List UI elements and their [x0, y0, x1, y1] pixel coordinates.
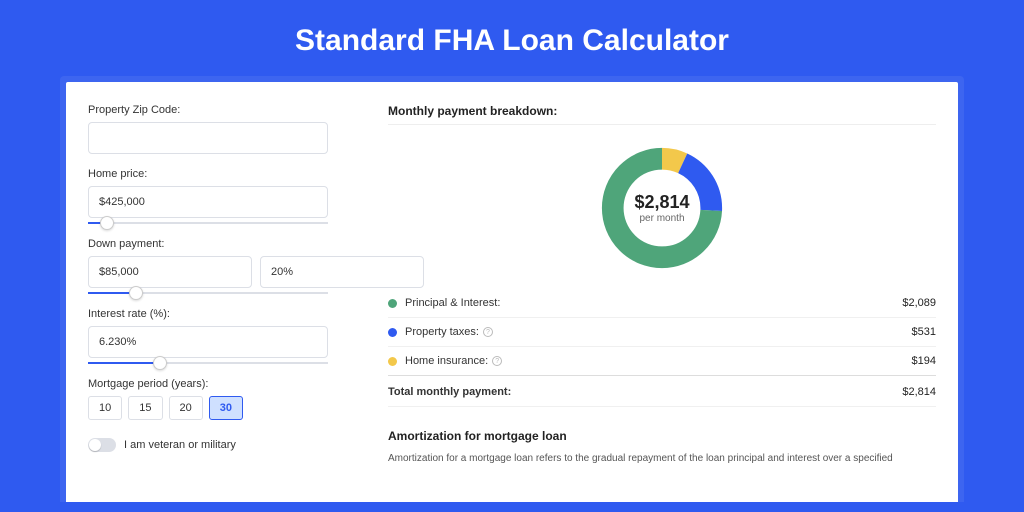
breakdown-panel: Monthly payment breakdown: $2,814 per mo… [366, 82, 958, 502]
breakdown-value: $194 [912, 355, 936, 367]
veteran-toggle-row: I am veteran or military [88, 438, 366, 452]
page-title: Standard FHA Loan Calculator [0, 0, 1024, 76]
down-payment-label: Down payment: [88, 238, 366, 250]
info-icon[interactable]: ? [492, 356, 502, 366]
interest-rate-slider[interactable] [88, 362, 328, 364]
donut-amount: $2,814 [634, 192, 689, 213]
zip-input[interactable] [88, 122, 328, 154]
mortgage-period-options: 1015 2030 [88, 396, 366, 420]
breakdown-title: Monthly payment breakdown: [388, 104, 936, 125]
breakdown-row-2: Home insurance:?$194 [388, 347, 936, 375]
interest-rate-group: Interest rate (%): [88, 308, 366, 364]
period-btn-20[interactable]: 20 [169, 396, 203, 420]
interest-rate-slider-fill [88, 362, 160, 364]
donut-wrap: $2,814 per month [388, 133, 936, 289]
period-btn-15[interactable]: 15 [128, 396, 162, 420]
period-btn-30[interactable]: 30 [209, 396, 243, 420]
total-row: Total monthly payment: $2,814 [388, 375, 936, 407]
home-price-input[interactable] [88, 186, 328, 218]
down-payment-amount-input[interactable] [88, 256, 252, 288]
home-price-label: Home price: [88, 168, 366, 180]
breakdown-label: Property taxes:? [405, 326, 912, 338]
donut-sub: per month [639, 213, 684, 224]
veteran-toggle-knob [89, 439, 101, 451]
mortgage-period-label: Mortgage period (years): [88, 378, 366, 390]
home-price-slider-thumb[interactable] [100, 216, 114, 230]
down-payment-slider[interactable] [88, 292, 328, 294]
total-value: $2,814 [902, 386, 936, 398]
amortization-text: Amortization for a mortgage loan refers … [388, 451, 936, 466]
donut-center: $2,814 per month [597, 143, 727, 273]
breakdown-row-1: Property taxes:?$531 [388, 318, 936, 347]
zip-label: Property Zip Code: [88, 104, 366, 116]
veteran-label: I am veteran or military [124, 439, 236, 451]
form-panel: Property Zip Code: Home price: Down paym… [66, 82, 366, 502]
period-btn-10[interactable]: 10 [88, 396, 122, 420]
down-payment-group: Down payment: [88, 238, 366, 294]
interest-rate-label: Interest rate (%): [88, 308, 366, 320]
interest-rate-slider-thumb[interactable] [153, 356, 167, 370]
mortgage-period-group: Mortgage period (years): 1015 2030 [88, 378, 366, 420]
info-icon[interactable]: ? [483, 327, 493, 337]
zip-field-group: Property Zip Code: [88, 104, 366, 154]
legend-dot [388, 299, 397, 308]
breakdown-value: $531 [912, 326, 936, 338]
legend-dot [388, 328, 397, 337]
breakdown-value: $2,089 [902, 297, 936, 309]
home-price-group: Home price: [88, 168, 366, 224]
legend-dot [388, 357, 397, 366]
calculator-card: Property Zip Code: Home price: Down paym… [66, 82, 958, 502]
interest-rate-input[interactable] [88, 326, 328, 358]
total-label: Total monthly payment: [388, 386, 902, 398]
breakdown-rows: Principal & Interest:$2,089Property taxe… [388, 289, 936, 375]
home-price-slider[interactable] [88, 222, 328, 224]
breakdown-label: Home insurance:? [405, 355, 912, 367]
donut-chart: $2,814 per month [597, 143, 727, 273]
card-shadow: Property Zip Code: Home price: Down paym… [60, 76, 964, 502]
breakdown-label: Principal & Interest: [405, 297, 902, 309]
down-payment-slider-thumb[interactable] [129, 286, 143, 300]
down-payment-row [88, 256, 328, 288]
veteran-toggle[interactable] [88, 438, 116, 452]
amortization-title: Amortization for mortgage loan [388, 429, 936, 443]
breakdown-row-0: Principal & Interest:$2,089 [388, 289, 936, 318]
